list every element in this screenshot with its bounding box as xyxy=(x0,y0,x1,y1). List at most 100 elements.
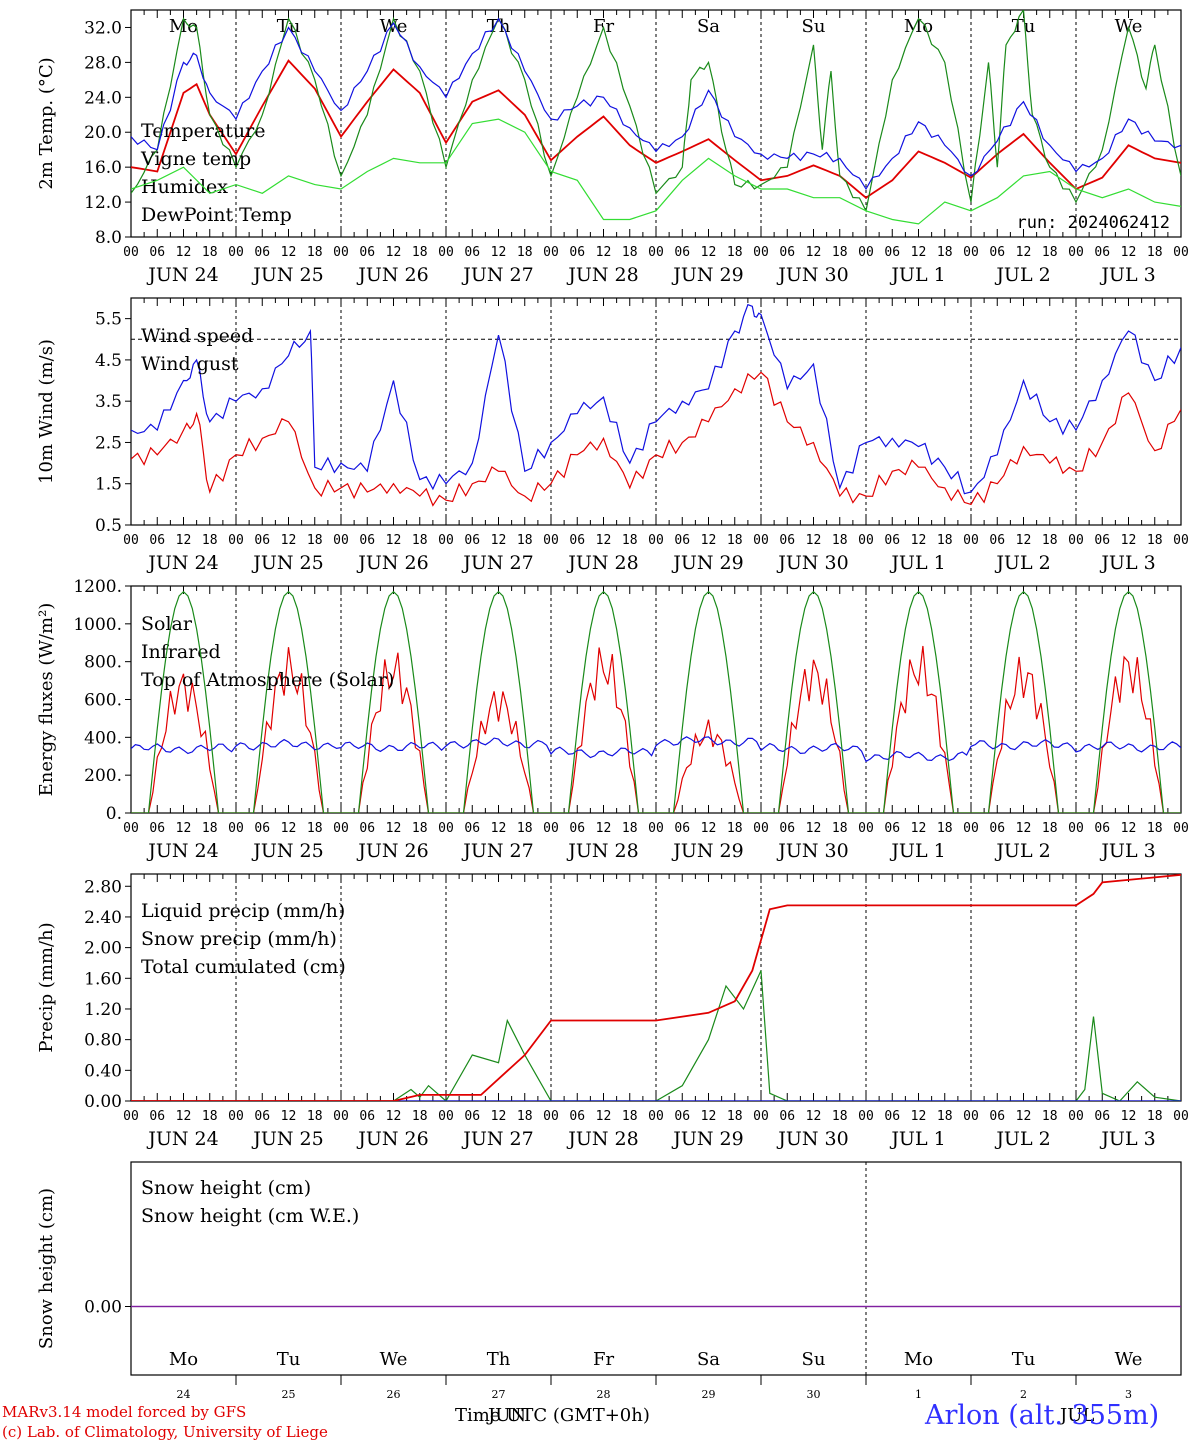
y-tick-label: 2.5 xyxy=(95,433,122,453)
hour-tick-label: 12 xyxy=(1121,1109,1137,1124)
day-number-label: 24 xyxy=(177,1388,191,1401)
series-line-liquid-precip-mm-h- xyxy=(131,970,1181,1101)
date-tick-label: JUL 2 xyxy=(994,552,1050,574)
date-tick-label: JUN 28 xyxy=(566,552,638,574)
hour-tick-label: 12 xyxy=(596,821,612,836)
hour-tick-label: 12 xyxy=(176,245,192,260)
hour-tick-label: 06 xyxy=(1094,533,1110,548)
hour-tick-label: 18 xyxy=(622,245,638,260)
weekday-label: Mo xyxy=(169,16,198,37)
hour-tick-label: 12 xyxy=(176,533,192,548)
hour-tick-label: 00 xyxy=(438,821,454,836)
date-tick-label: JUL 3 xyxy=(1099,552,1155,574)
date-tick-label: JUL 1 xyxy=(889,264,945,286)
hour-tick-label: 18 xyxy=(1042,533,1058,548)
date-tick-label: JUN 26 xyxy=(356,1128,428,1150)
hour-tick-label: 06 xyxy=(569,245,585,260)
hour-tick-label: 06 xyxy=(254,1109,270,1124)
day-number-label: 28 xyxy=(597,1388,611,1401)
hour-tick-label: 12 xyxy=(806,821,822,836)
hour-tick-label: 00 xyxy=(753,1109,769,1124)
date-tick-label: JUN 25 xyxy=(251,1128,323,1150)
hour-tick-label: 00 xyxy=(1173,533,1189,548)
date-tick-label: JUN 30 xyxy=(776,264,848,286)
hour-tick-label: 12 xyxy=(806,245,822,260)
date-tick-label: JUN 26 xyxy=(356,552,428,574)
month-label-jun: JUN xyxy=(488,1405,527,1426)
model-credit-line1: MARv3.14 model forced by GFS xyxy=(2,1403,247,1421)
month-label-jul: JUL xyxy=(1060,1405,1095,1426)
y-axis-label: Snow height (cm) xyxy=(36,1188,57,1349)
hour-tick-label: 18 xyxy=(307,821,323,836)
hour-tick-label: 12 xyxy=(701,533,717,548)
date-tick-label: JUN 25 xyxy=(251,264,323,286)
series-line-wind-speed xyxy=(131,371,1181,507)
hour-tick-label: 12 xyxy=(176,1109,192,1124)
hour-tick-label: 12 xyxy=(491,533,507,548)
day-number-label: 30 xyxy=(807,1388,821,1401)
hour-tick-label: 00 xyxy=(123,245,139,260)
hour-tick-label: 18 xyxy=(727,533,743,548)
hour-tick-label: 12 xyxy=(386,245,402,260)
y-tick-label: 16.0 xyxy=(84,158,122,178)
series-line-wind-gust xyxy=(131,303,1181,495)
weekday-label: Fr xyxy=(593,1349,614,1370)
y-tick-label: 3.5 xyxy=(95,392,122,412)
hour-tick-label: 18 xyxy=(1147,1109,1163,1124)
day-number-label: 26 xyxy=(387,1388,401,1401)
hour-tick-label: 00 xyxy=(543,245,559,260)
model-credit: MARv3.14 model forced by GFS (c) Lab. of… xyxy=(2,1402,328,1442)
date-tick-label: JUN 29 xyxy=(671,1128,743,1150)
hour-tick-label: 18 xyxy=(832,245,848,260)
hour-tick-label: 18 xyxy=(727,245,743,260)
date-tick-label: JUN 24 xyxy=(146,552,218,574)
hour-tick-label: 18 xyxy=(202,1109,218,1124)
hour-tick-label: 06 xyxy=(674,1109,690,1124)
hour-tick-label: 18 xyxy=(622,533,638,548)
hour-tick-label: 12 xyxy=(1016,1109,1032,1124)
hour-tick-label: 18 xyxy=(832,533,848,548)
y-tick-label: 1.20 xyxy=(84,1000,122,1020)
date-tick-label: JUN 27 xyxy=(461,840,533,862)
date-tick-label: JUN 29 xyxy=(671,552,743,574)
legend-entry: Solar xyxy=(141,613,193,635)
hour-tick-label: 00 xyxy=(228,245,244,260)
hour-tick-label: 00 xyxy=(753,245,769,260)
y-tick-label: 5.5 xyxy=(95,310,122,330)
hour-tick-label: 00 xyxy=(228,1109,244,1124)
hour-tick-label: 00 xyxy=(333,245,349,260)
series-line-infrared xyxy=(131,736,1181,763)
date-tick-label: JUL 3 xyxy=(1099,264,1155,286)
hour-tick-label: 12 xyxy=(806,1109,822,1124)
date-tick-label: JUL 1 xyxy=(889,552,945,574)
y-tick-label: 600. xyxy=(84,691,122,711)
hour-tick-label: 00 xyxy=(1068,245,1084,260)
legend-entry: Wind speed xyxy=(141,325,253,347)
weekday-label: We xyxy=(1115,1349,1143,1370)
hour-tick-label: 00 xyxy=(963,533,979,548)
date-tick-label: JUN 24 xyxy=(146,840,218,862)
station-label: Arlon (alt. 355m) xyxy=(925,1400,1160,1431)
hour-tick-label: 00 xyxy=(1068,821,1084,836)
hour-tick-label: 12 xyxy=(281,533,297,548)
legend-entry: Snow height (cm W.E.) xyxy=(141,1205,359,1227)
hour-tick-label: 18 xyxy=(517,245,533,260)
y-tick-label: 1.60 xyxy=(84,969,122,989)
legend-entry: Humidex xyxy=(141,176,228,198)
hour-tick-label: 12 xyxy=(596,533,612,548)
hour-tick-label: 12 xyxy=(281,821,297,836)
hour-tick-label: 00 xyxy=(963,245,979,260)
hour-tick-label: 12 xyxy=(386,533,402,548)
y-tick-label: 2.00 xyxy=(84,939,122,959)
hour-tick-label: 06 xyxy=(989,1109,1005,1124)
date-tick-label: JUN 29 xyxy=(671,264,743,286)
weekday-label: Mo xyxy=(904,1349,933,1370)
hour-tick-label: 12 xyxy=(701,1109,717,1124)
series-line-humidex xyxy=(131,17,1181,191)
legend-entry: DewPoint Temp xyxy=(141,204,292,226)
hour-tick-label: 06 xyxy=(149,245,165,260)
date-tick-label: JUL 1 xyxy=(889,840,945,862)
hour-tick-label: 18 xyxy=(937,245,953,260)
weekday-label: Su xyxy=(802,1349,826,1370)
